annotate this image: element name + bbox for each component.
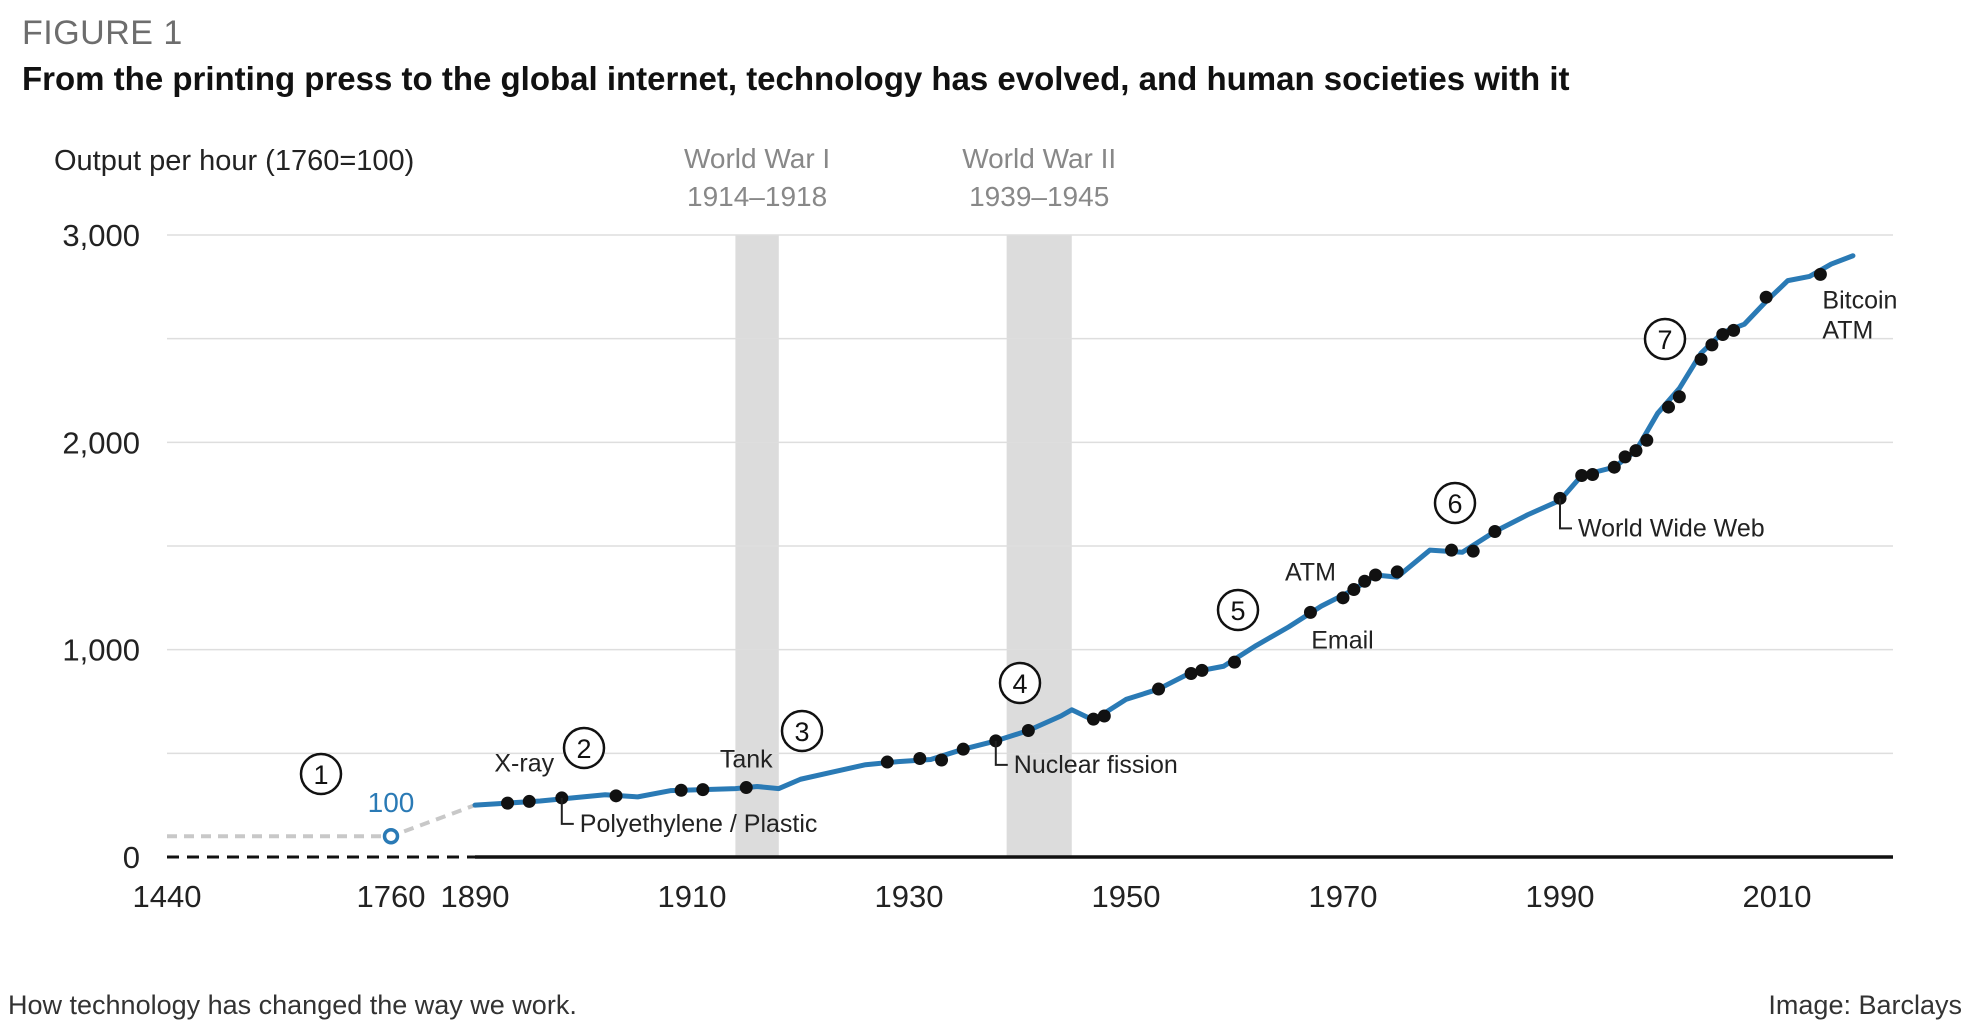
- annotation-leader: [560, 797, 574, 825]
- invention-marker: [739, 781, 753, 795]
- x-tick-label: 1440: [133, 879, 202, 914]
- invention-marker: [1336, 591, 1350, 605]
- x-tick-label: 1760: [357, 879, 426, 914]
- annotation-label: Tank: [720, 746, 773, 774]
- point-1760: [382, 828, 400, 845]
- x-tick-label: 1930: [875, 879, 944, 914]
- invention-marker: [1618, 450, 1632, 464]
- invention-marker: [522, 794, 536, 808]
- invention-marker: [1640, 433, 1654, 447]
- invention-marker: [1716, 328, 1730, 342]
- x-tick-label: 1970: [1309, 879, 1378, 914]
- invention-marker: [1662, 400, 1675, 414]
- x-tick-label: 2010: [1743, 879, 1812, 914]
- invention-marker: [1813, 267, 1827, 281]
- annotation-label: Bitcoin: [1822, 286, 1897, 314]
- annotation-leader: [994, 740, 1008, 766]
- x-tick-label: 1990: [1526, 879, 1595, 914]
- era-marker-number: 6: [1447, 489, 1462, 519]
- invention-marker: [1184, 667, 1198, 681]
- invention-marker: [1358, 574, 1372, 588]
- pre-industrial-series: [167, 803, 476, 845]
- era-marker-number: 3: [794, 717, 809, 747]
- image-caption: How technology has changed the way we wo…: [8, 990, 577, 1020]
- annotation-label: X-ray: [494, 749, 554, 777]
- invention-marker: [609, 789, 623, 803]
- era-marker-circle: [1433, 481, 1477, 525]
- invention-marker: [1694, 352, 1708, 366]
- invention-marker: [1097, 709, 1111, 723]
- era-marker-number: 1: [313, 760, 328, 790]
- y-tick-label: 3,000: [62, 218, 140, 253]
- chart-labels: World War I 1914–1918 World War II 1939–194…: [54, 143, 1897, 914]
- invention-marker: [880, 755, 894, 769]
- y-tick-label: 1,000: [62, 633, 140, 668]
- era-marker-circle: [998, 661, 1042, 705]
- era-marker-circle: [1216, 588, 1260, 632]
- invention-marker: [1445, 543, 1458, 557]
- y-axis-label: Output per hour (1760=100): [54, 145, 414, 177]
- x-tick-label: 1910: [658, 879, 727, 914]
- era-marker-number: 2: [576, 734, 591, 764]
- invention-marker: [1086, 712, 1100, 726]
- invention-marker: [913, 752, 927, 766]
- invention-marker: [1575, 469, 1589, 483]
- era-marker-number: 7: [1657, 325, 1672, 355]
- era-marker-number: 5: [1230, 596, 1245, 626]
- invention-marker: [1607, 460, 1621, 474]
- era-marker-circle: [299, 752, 343, 796]
- invention-marker: [1466, 544, 1480, 558]
- invention-marker: [1390, 565, 1404, 579]
- invention-marker: [1759, 290, 1773, 304]
- annotation-label: Polyethylene / Plastic: [580, 810, 818, 838]
- invention-marker: [1369, 568, 1383, 582]
- annotation-label: ATM: [1285, 558, 1336, 586]
- invention-marker: [1672, 390, 1686, 404]
- invention-marker: [1586, 467, 1600, 481]
- pre-industrial-line: [167, 803, 476, 839]
- invention-marker: [956, 742, 970, 756]
- era-marker-circle: [780, 709, 824, 753]
- y-tick-label: 0: [123, 840, 140, 875]
- annotation-label: Nuclear fission: [1014, 751, 1178, 779]
- image-credit: Image: Barclays: [1768, 990, 1962, 1020]
- invention-marker: [1727, 323, 1741, 337]
- x-tick-label: 1890: [441, 879, 510, 914]
- war-band-name: World War I: [684, 143, 830, 174]
- era-marker-number: 4: [1012, 669, 1027, 699]
- figure-label: FIGURE 1: [22, 14, 183, 52]
- invention-marker: [1705, 338, 1719, 352]
- gridlines: [167, 234, 1893, 859]
- annotation-leader: [1559, 498, 1572, 530]
- invention-marker: [1228, 655, 1241, 669]
- invention-marker: [1629, 444, 1643, 458]
- annotation-label: World Wide Web: [1578, 514, 1765, 542]
- invention-marker: [696, 783, 710, 797]
- war-band-years: 1939–1945: [969, 181, 1109, 212]
- x-tick-label: 1950: [1092, 879, 1161, 914]
- chart-title: From the printing press to the global in…: [22, 60, 1570, 97]
- invention-marker: [674, 783, 688, 797]
- era-marker-circle: [1643, 317, 1687, 361]
- annotation-label: ATM: [1822, 316, 1873, 344]
- invention-marker: [1195, 663, 1209, 677]
- invention-marker: [1347, 583, 1361, 597]
- invention-marker: [1021, 724, 1035, 738]
- y-tick-label: 2,000: [62, 425, 140, 460]
- annotation-label: Email: [1311, 626, 1374, 654]
- invention-marker: [1303, 605, 1317, 619]
- invention-marker: [1152, 682, 1166, 696]
- war-band-name: World War II: [962, 143, 1116, 174]
- invention-marker: [935, 753, 949, 767]
- era-marker-circle: [562, 726, 606, 770]
- value-label-1760: 100: [368, 787, 415, 818]
- invention-marker: [1488, 524, 1502, 538]
- invention-marker: [501, 796, 515, 810]
- war-band-years: 1914–1918: [687, 181, 827, 212]
